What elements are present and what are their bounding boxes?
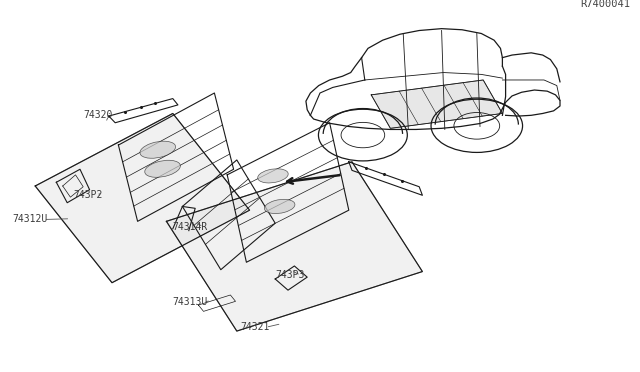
Text: R7400041: R7400041	[580, 0, 630, 9]
Text: 74320: 74320	[83, 110, 113, 120]
Ellipse shape	[145, 160, 180, 177]
Ellipse shape	[258, 169, 288, 183]
Polygon shape	[166, 162, 422, 331]
Text: 743P3: 743P3	[275, 270, 305, 280]
Text: 74313U: 74313U	[173, 297, 208, 307]
Polygon shape	[371, 80, 502, 128]
Polygon shape	[35, 113, 250, 283]
Text: 74321: 74321	[240, 323, 269, 332]
Ellipse shape	[264, 199, 295, 214]
Text: 74314R: 74314R	[173, 222, 208, 232]
Ellipse shape	[140, 141, 175, 158]
Text: 74312U: 74312U	[13, 215, 48, 224]
Text: 743P2: 743P2	[74, 190, 103, 200]
